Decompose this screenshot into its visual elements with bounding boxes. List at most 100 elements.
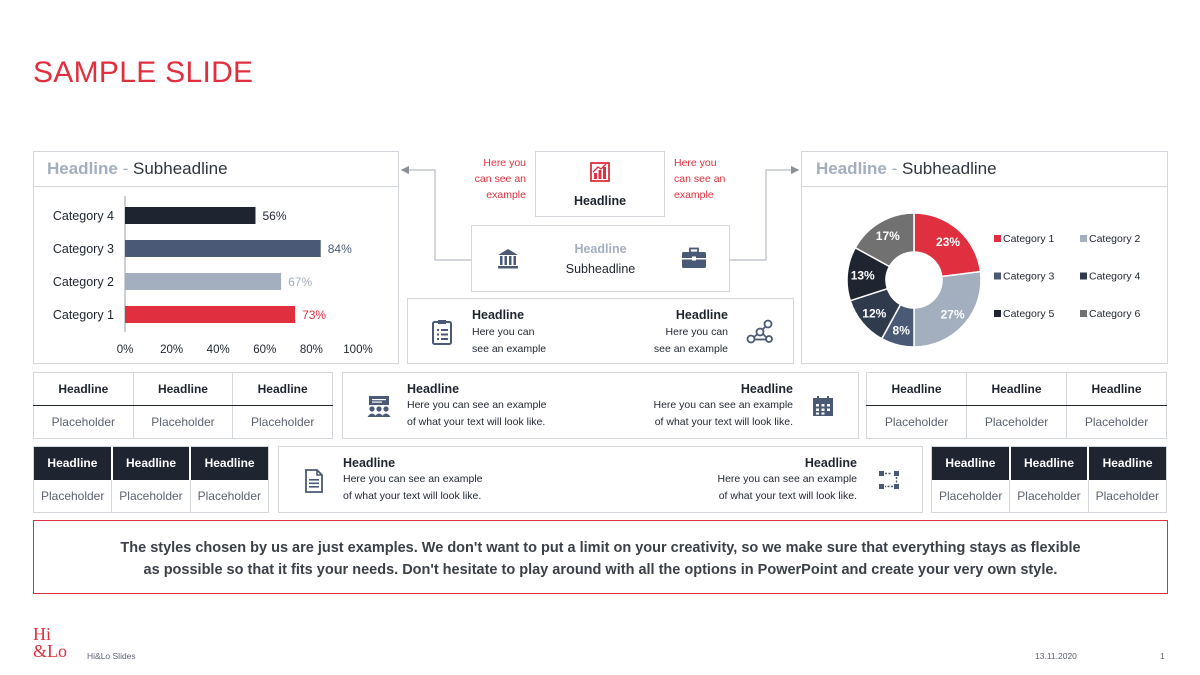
legend-label: Category 6 (1089, 308, 1141, 320)
table-cell: Placeholder (1066, 405, 1167, 439)
chart-icon (590, 162, 610, 182)
table-cell: Placeholder (40, 488, 105, 503)
x-tick-label: 20% (160, 344, 183, 356)
legend-label: Category 1 (1003, 233, 1055, 245)
table-header: Headline (1066, 372, 1167, 406)
x-tick-label: 40% (207, 344, 230, 356)
briefcase-icon (682, 247, 706, 268)
left-light-table: Headline Headline Headline Placeholder P… (33, 372, 333, 439)
legend-label: Category 2 (1089, 233, 1141, 245)
pie-value-label: 12% (862, 306, 886, 320)
bar (125, 306, 296, 323)
network-icon (746, 319, 773, 344)
info-right-block: Headline Here you can see an example (618, 308, 728, 358)
calendar-icon (813, 396, 833, 416)
footer-date: 13.11.2020 (1035, 651, 1077, 661)
wide2-right-headline: Headline (804, 456, 857, 470)
left-dark-table: Headline Headline Headline Placeholder P… (33, 446, 269, 513)
legend-swatch (1080, 310, 1087, 317)
statement-line: as possible so that it fits your needs. … (143, 562, 1058, 578)
left-panel-subheadline: Subheadline (133, 159, 228, 178)
document-icon (305, 469, 323, 493)
statement-line: The styles chosen by us are just example… (120, 540, 1081, 556)
bar-category-label: Category 4 (53, 209, 114, 223)
wide-info-box-2: Headline Here you can see an example of … (278, 446, 923, 513)
wide1-left-text-line: Here you can see an example (407, 399, 547, 411)
wide-info-box-1: Headline Here you can see an example of … (342, 372, 859, 439)
table-cell: Placeholder (132, 405, 233, 439)
x-tick-label: 100% (343, 344, 372, 356)
wide2-left-text-line: Here you can see an example (343, 473, 483, 485)
x-tick-label: 80% (300, 344, 323, 356)
pie-value-label: 13% (851, 269, 875, 283)
right-dark-table: Headline Headline Headline Placeholder P… (931, 446, 1167, 513)
right-chart-panel: Headline - Subheadline 23% 27% 8% 12% 13% 17%… (801, 151, 1168, 364)
table-cell: Placeholder (884, 415, 949, 429)
legend-swatch (994, 310, 1001, 317)
bar-value-label: 56% (262, 209, 286, 223)
table-header: Headline (33, 372, 134, 406)
logo: Hi &Lo (33, 624, 67, 661)
bar-value-label: 73% (302, 308, 326, 322)
table-header: Headline (232, 372, 333, 406)
table-cell: Placeholder (1009, 479, 1089, 513)
center-top-box: Headline (535, 151, 665, 217)
wide2-left-headline: Headline (343, 456, 396, 470)
wide2-left-block: Headline Here you can see an example of … (343, 456, 543, 505)
table-header: Headline (966, 372, 1067, 406)
slide-title: SAMPLE SLIDE (33, 56, 254, 89)
pie-slice (913, 270, 982, 348)
legend-label: Category 3 (1003, 271, 1055, 283)
table-cell: Placeholder (938, 488, 1003, 503)
right-panel-headline: Headline (816, 159, 887, 178)
wide1-right-block: Headline Here you can see an example of … (593, 382, 794, 431)
table-header: Headline (189, 446, 269, 480)
bar (125, 273, 282, 290)
info-right-text-line: see an example (653, 343, 728, 355)
pie-value-label: 23% (936, 235, 960, 249)
bar (125, 207, 256, 224)
right-note-line: Here you (674, 157, 717, 169)
left-panel-separator: - (122, 159, 129, 178)
info-left-block: Headline Here you can see an example (472, 308, 582, 358)
bar-value-label: 67% (288, 275, 312, 289)
bar-value-label: 84% (328, 242, 352, 256)
info-left-headline: Headline (472, 308, 525, 322)
center-top-headline: Headline (573, 194, 627, 208)
right-note-line: can see an (674, 173, 726, 185)
right-light-table: Headline Headline Headline Placeholder P… (866, 372, 1167, 439)
pie-value-label: 17% (876, 229, 900, 243)
wide1-left-block: Headline Here you can see an example of … (407, 382, 607, 431)
center-mid-headline: Headline (574, 242, 627, 256)
wide1-right-text-line: of what your text will look like. (654, 416, 793, 428)
center-info-box: Headline Here you can see an example Hea… (407, 298, 794, 364)
table-header: Headline (1008, 446, 1089, 480)
x-tick-label: 0% (117, 344, 134, 356)
pie-slice (913, 212, 982, 278)
flow-icon (879, 471, 899, 489)
right-panel-subheadline: Subheadline (902, 159, 997, 178)
right-note-line: example (674, 189, 714, 201)
left-note: Here you can see an example (464, 155, 526, 203)
right-panel-header: Headline - Subheadline (802, 152, 1167, 187)
right-panel-separator: - (891, 159, 898, 178)
footer-page-number: 1 (1160, 651, 1165, 661)
legend-swatch (994, 272, 1001, 280)
pie-value-label: 27% (941, 308, 965, 322)
footer-brand: Hi&Lo Slides (87, 651, 136, 661)
table-cell: Placeholder (1087, 479, 1167, 513)
wide1-right-text-line: Here you can see an example (653, 399, 794, 411)
x-tick-label: 60% (253, 344, 276, 356)
wide1-right-headline: Headline (740, 382, 793, 396)
table-header: Headline (866, 372, 967, 406)
center-mid-box: Headline Subheadline (471, 225, 730, 292)
wide2-left-text-line: of what your text will look like. (343, 490, 482, 502)
table-header: Headline (1087, 446, 1167, 480)
logo-top: Hi (33, 624, 51, 644)
wide2-right-text-line: Here you can see an example (717, 473, 858, 485)
table-cell: Placeholder (51, 415, 116, 429)
logo-bottom: &Lo (33, 641, 67, 661)
pie-slice (854, 212, 915, 268)
bar-category-label: Category 1 (53, 308, 114, 322)
info-left-text-line: see an example (472, 343, 547, 355)
